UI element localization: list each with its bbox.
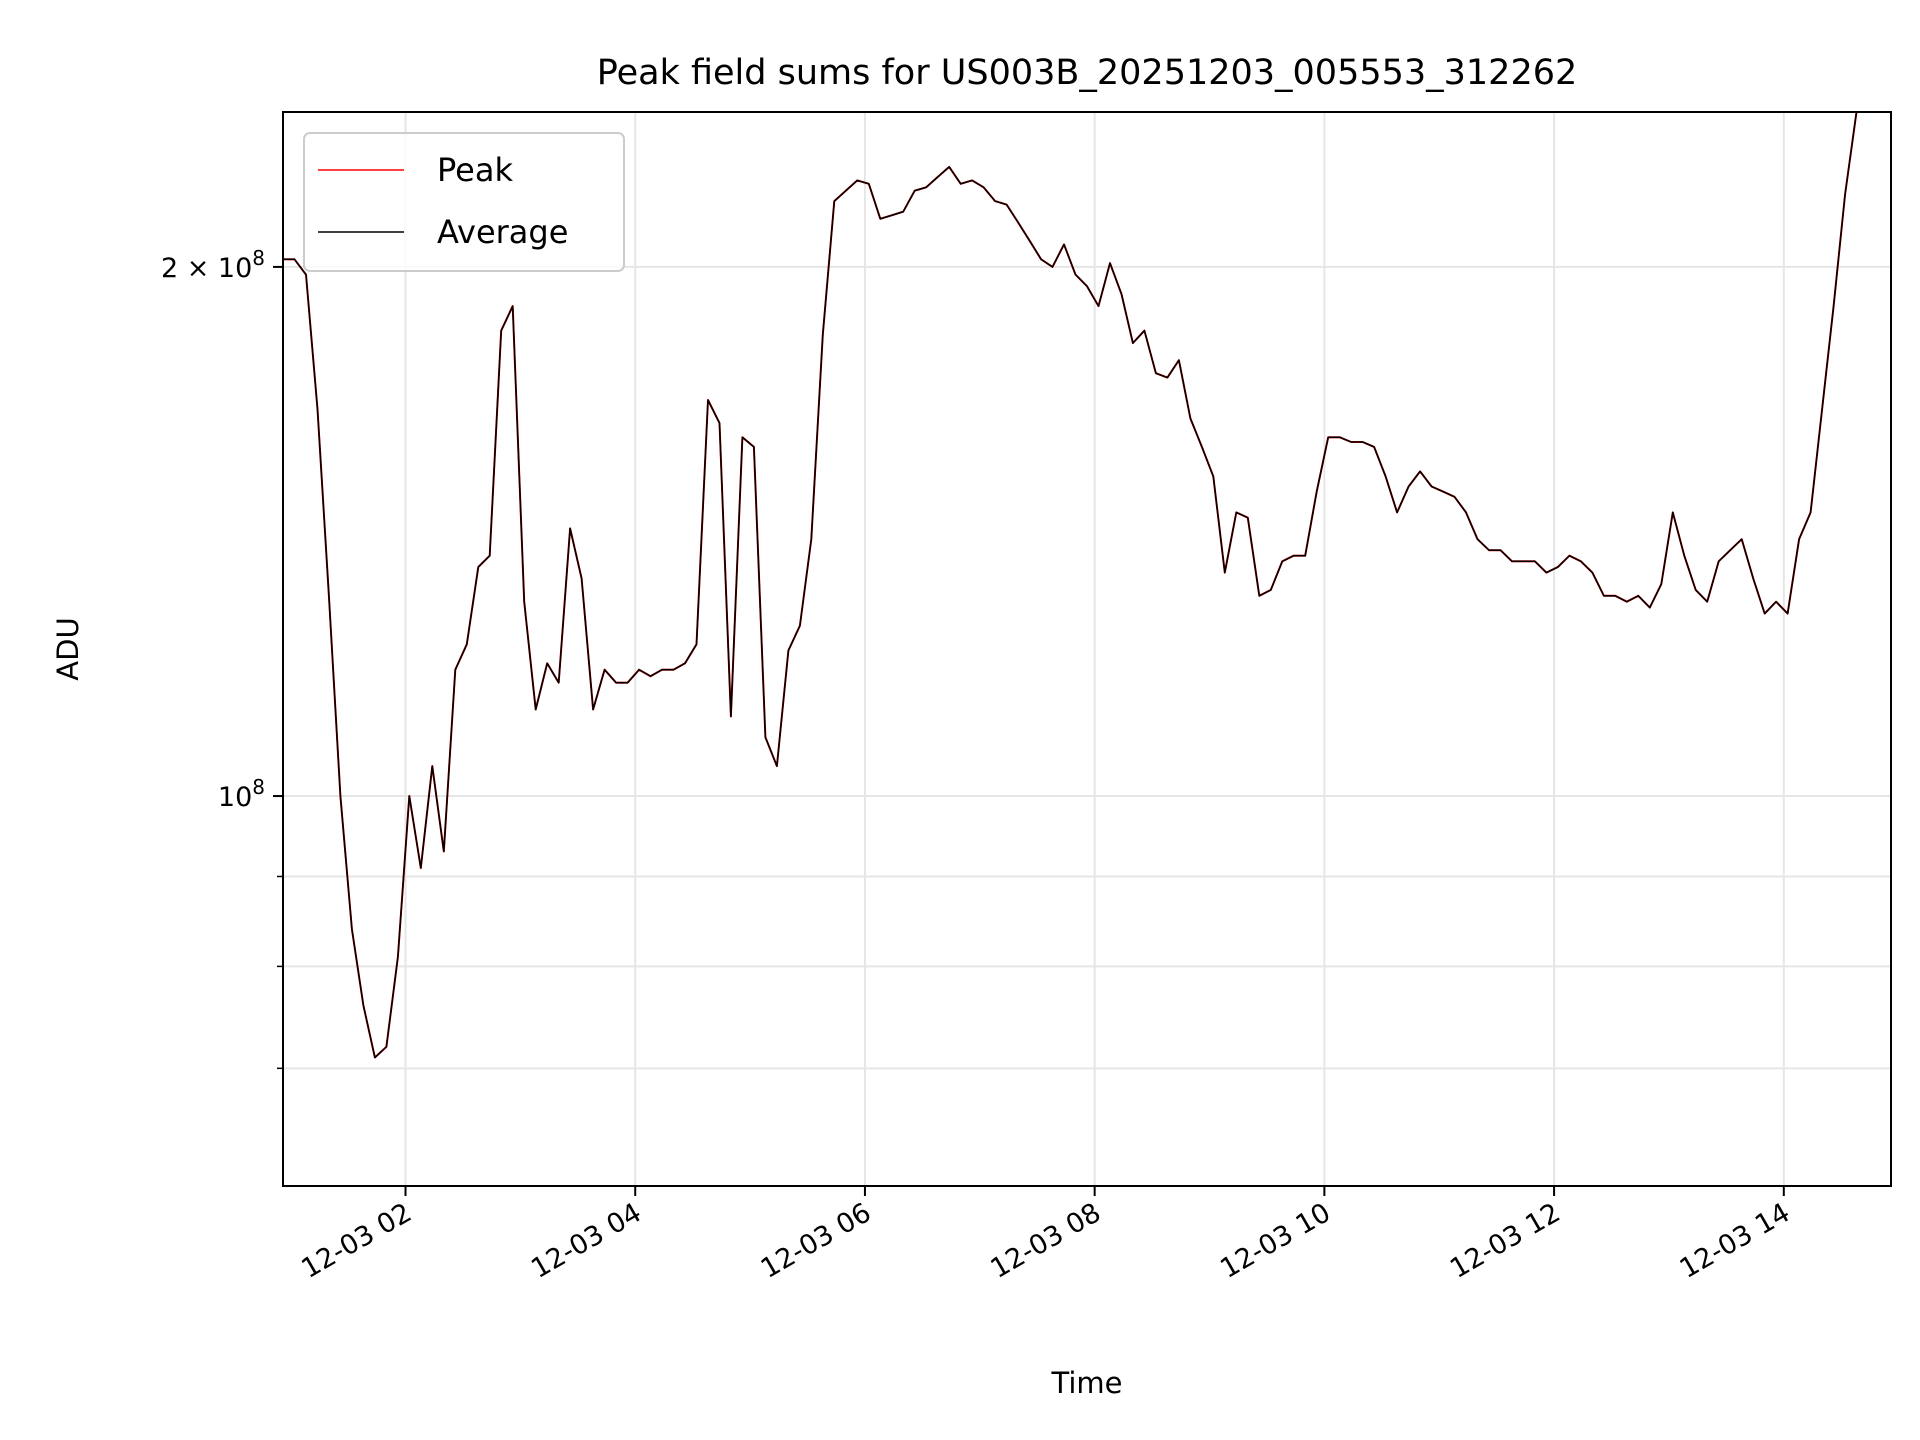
y-axis: 108 2 × 108 xyxy=(161,246,283,1070)
legend-box xyxy=(303,132,625,272)
x-axis-title: Time xyxy=(1051,1366,1123,1400)
y-tick-label: 108 xyxy=(218,775,265,813)
y-axis-title: ADU xyxy=(51,617,85,680)
legend: Peak Average xyxy=(303,132,625,272)
grid xyxy=(283,112,1891,1186)
chart-title: Peak field sums for US003B_20251203_0055… xyxy=(597,53,1578,93)
legend-label-average: Average xyxy=(437,213,568,251)
series-line-average xyxy=(283,112,1868,1059)
legend-label-peak: Peak xyxy=(437,151,513,189)
y-tick-label: 2 × 108 xyxy=(161,246,265,284)
plot-frame xyxy=(282,111,1892,1187)
series-group xyxy=(283,112,1868,1059)
